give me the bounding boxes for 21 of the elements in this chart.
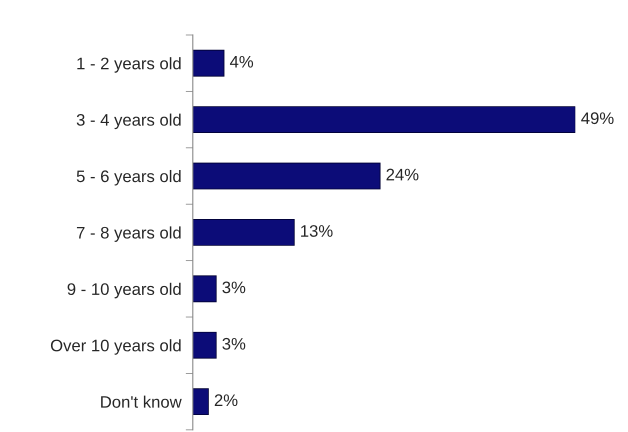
data-label: 3% bbox=[222, 281, 246, 294]
data-label: 49% bbox=[581, 112, 614, 124]
data-label: 13% bbox=[301, 225, 333, 237]
y-tick-label: 5 - 6 years old bbox=[76, 170, 181, 186]
y-tick-label: Over 10 years old bbox=[50, 339, 181, 355]
data-label: 24% bbox=[386, 168, 418, 180]
bar bbox=[192, 219, 295, 246]
bar bbox=[192, 106, 576, 133]
y-tick-label: 9 - 10 years old bbox=[68, 282, 181, 298]
y-tick-label: 1 - 2 years old bbox=[77, 57, 181, 73]
bar bbox=[192, 332, 217, 359]
bar bbox=[192, 388, 209, 416]
y-tick-label: 3 - 4 years old bbox=[76, 114, 181, 130]
data-label: 2% bbox=[214, 394, 238, 406]
y-tick-label: 7 - 8 years old bbox=[76, 226, 181, 242]
bar bbox=[192, 50, 224, 77]
bar bbox=[192, 275, 217, 302]
y-tick-label: Don't know bbox=[101, 396, 182, 408]
bar bbox=[192, 162, 381, 190]
data-label: 3% bbox=[222, 338, 246, 350]
data-label: 4% bbox=[230, 56, 254, 68]
